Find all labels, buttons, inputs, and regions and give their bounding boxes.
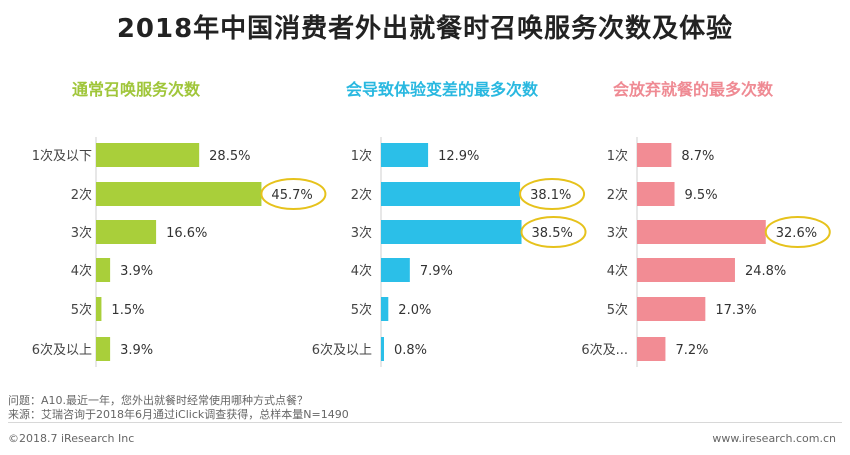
bar — [381, 258, 410, 282]
footer-divider — [8, 422, 842, 423]
value-label: 9.5% — [685, 188, 718, 203]
bar — [381, 182, 521, 206]
category-label: 6次及以上 — [312, 342, 372, 358]
category-label: 1次及以下 — [32, 148, 92, 164]
chart-2-title: 会导致体验变差的最多次数 — [346, 80, 539, 99]
category-label: 6次及以上 — [32, 342, 92, 358]
category-label: 6次及... — [581, 342, 628, 358]
value-label: 17.3% — [715, 303, 756, 318]
bar — [637, 182, 675, 206]
bar — [381, 337, 384, 361]
bar — [637, 143, 672, 167]
value-label: 2.0% — [398, 303, 431, 318]
page-title: 2018年中国消费者外出就餐时召唤服务次数及体验 — [116, 14, 734, 44]
bar — [637, 297, 706, 321]
chart-2: 1次 12.9% 2次 38.1% 3次 38.5% 4次 7.9% 5次 2.0% 6次及以上 0.… — [312, 137, 587, 367]
value-label: 32.6% — [776, 226, 817, 241]
highlight-circle — [764, 216, 831, 248]
value-label: 24.8% — [745, 264, 786, 279]
value-label: 38.5% — [532, 226, 573, 241]
category-label: 3次 — [607, 225, 628, 241]
highlight-circle — [519, 178, 586, 210]
category-label: 2次 — [71, 187, 92, 203]
chart-1-title: 通常召唤服务次数 — [72, 80, 201, 99]
category-label: 4次 — [71, 263, 92, 279]
value-label: 28.5% — [209, 149, 250, 164]
value-label: 7.2% — [675, 343, 708, 358]
value-label: 1.5% — [111, 303, 144, 318]
value-label: 0.8% — [394, 343, 427, 358]
value-label: 7.9% — [420, 264, 453, 279]
chart-3-title: 会放弃就餐的最多次数 — [613, 80, 774, 99]
bar — [381, 297, 389, 321]
bar — [381, 143, 429, 167]
bar — [637, 337, 666, 361]
website: www.iresearch.com.cn — [712, 432, 836, 445]
value-label: 45.7% — [271, 188, 312, 203]
bar — [96, 297, 102, 321]
chart-1: 1次及以下 28.5% 2次 45.7% 3次 16.6% 4次 3.9% 5次 1.5% 6次及以… — [32, 137, 327, 367]
category-label: 4次 — [607, 263, 628, 279]
category-label: 5次 — [607, 302, 628, 318]
copyright: ©2018.7 iResearch Inc — [8, 432, 135, 445]
value-label: 38.1% — [530, 188, 571, 203]
highlight-circle — [520, 216, 587, 248]
category-label: 3次 — [351, 225, 372, 241]
question-note: 问题：A10.最近一年，您外出就餐时经常使用哪种方式点餐？ — [8, 394, 309, 407]
bar — [96, 258, 111, 282]
value-label: 3.9% — [120, 343, 153, 358]
bar-charts: 1次及以下 28.5% 2次 45.7% 3次 16.6% 4次 3.9% 5次 1.5% 6次及以… — [32, 137, 831, 367]
source-note: 来源：艾瑞咨询于2018年6月通过iClick调查获得，总样本量N=1490 — [8, 408, 349, 421]
value-label: 3.9% — [120, 264, 153, 279]
category-label: 4次 — [351, 263, 372, 279]
bar — [96, 143, 200, 167]
bar — [637, 258, 735, 282]
bar — [96, 182, 262, 206]
category-label: 1次 — [351, 148, 372, 164]
value-label: 12.9% — [438, 149, 479, 164]
category-label: 3次 — [71, 225, 92, 241]
category-label: 1次 — [607, 148, 628, 164]
bar — [381, 220, 522, 244]
highlight-circle — [260, 178, 327, 210]
category-label: 2次 — [607, 187, 628, 203]
value-label: 16.6% — [166, 226, 207, 241]
bar — [96, 337, 111, 361]
value-label: 8.7% — [681, 149, 714, 164]
category-label: 5次 — [351, 302, 372, 318]
category-label: 2次 — [351, 187, 372, 203]
bar — [96, 220, 157, 244]
chart-3: 1次 8.7% 2次 9.5% 3次 32.6% 4次 24.8% 5次 17.3% 6次及... 7… — [581, 137, 831, 367]
bar — [637, 220, 766, 244]
category-label: 5次 — [71, 302, 92, 318]
